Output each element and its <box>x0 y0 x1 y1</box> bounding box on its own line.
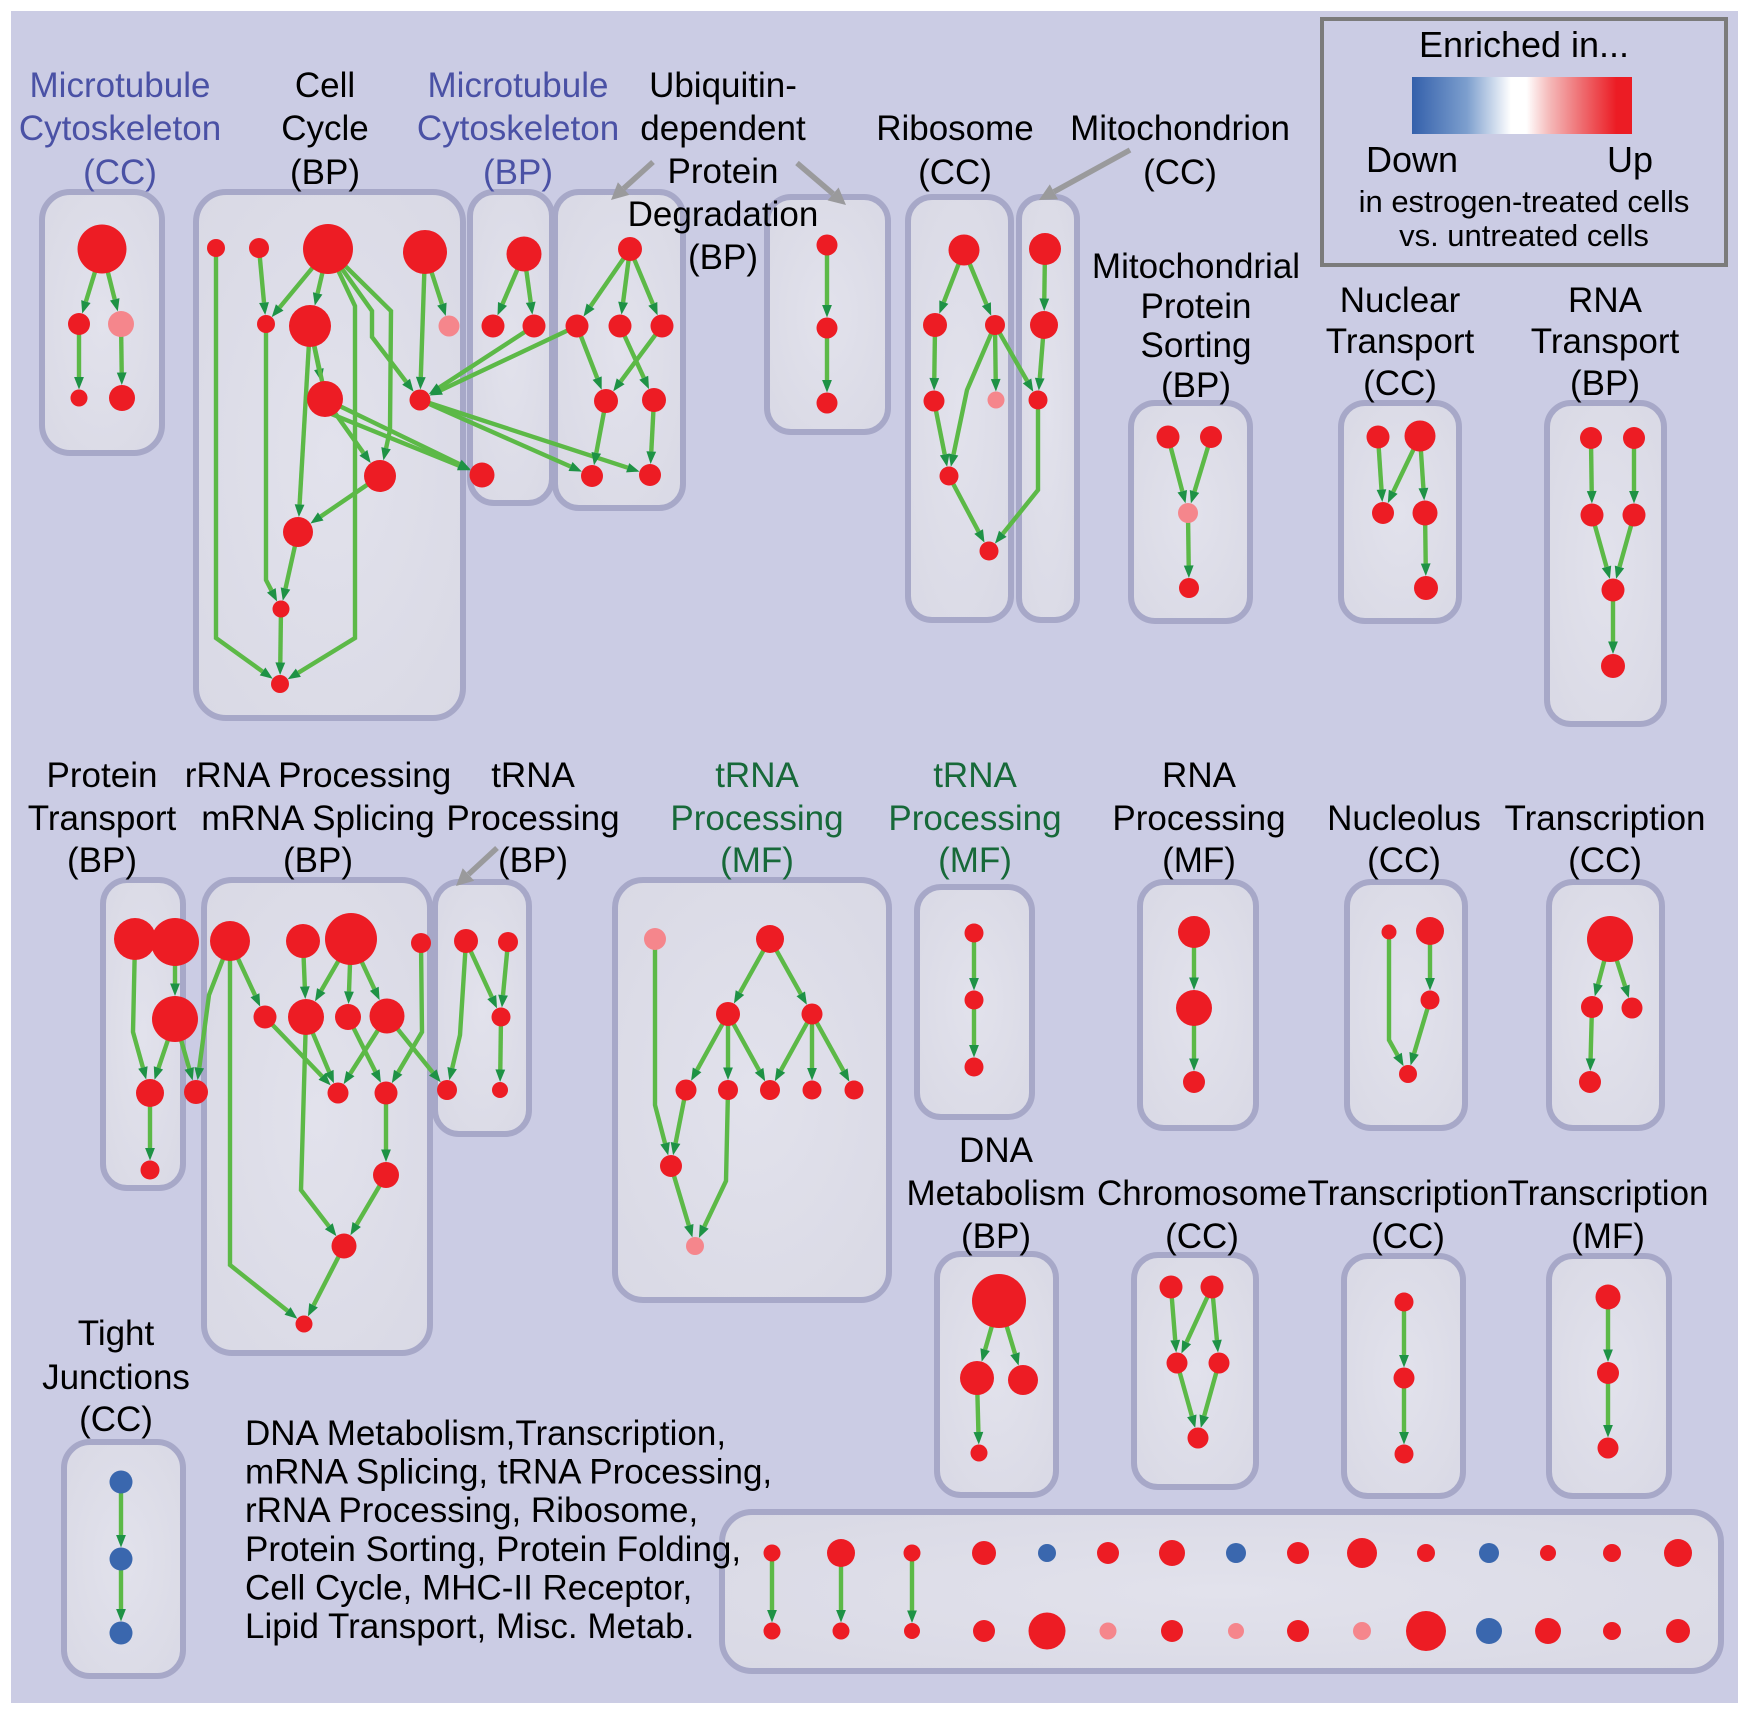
svg-text:Metabolism: Metabolism <box>907 1174 1086 1213</box>
svg-text:Transcription: Transcription <box>1308 1174 1509 1213</box>
svg-text:rRNA Processing: rRNA Processing <box>185 756 451 795</box>
svg-text:Degradation: Degradation <box>628 195 819 234</box>
svg-text:Mitochondrion: Mitochondrion <box>1070 109 1290 148</box>
svg-text:RNA: RNA <box>1162 756 1237 795</box>
svg-text:Enriched in...: Enriched in... <box>1419 24 1629 65</box>
svg-text:Protein: Protein <box>47 756 158 795</box>
svg-text:RNA: RNA <box>1568 281 1643 320</box>
svg-text:Transcription: Transcription <box>1508 1174 1709 1213</box>
svg-text:Cytoskeleton: Cytoskeleton <box>19 109 221 148</box>
svg-text:Processing: Processing <box>446 799 619 838</box>
svg-text:rRNA Processing, Ribosome,: rRNA Processing, Ribosome, <box>245 1491 698 1530</box>
svg-text:Cell Cycle, MHC-II Receptor,: Cell Cycle, MHC-II Receptor, <box>245 1568 692 1607</box>
svg-text:mRNA Splicing, tRNA Processing: mRNA Splicing, tRNA Processing, <box>245 1453 772 1492</box>
svg-text:(MF): (MF) <box>1162 841 1236 880</box>
svg-text:(CC): (CC) <box>1143 153 1217 192</box>
svg-text:Chromosome: Chromosome <box>1097 1174 1307 1213</box>
svg-text:(CC): (CC) <box>1363 364 1437 403</box>
svg-text:tRNA: tRNA <box>715 756 799 795</box>
svg-text:Microtubule: Microtubule <box>30 66 211 105</box>
svg-text:Processing: Processing <box>670 799 843 838</box>
svg-text:Processing: Processing <box>1112 799 1285 838</box>
svg-text:(BP): (BP) <box>498 841 568 880</box>
svg-text:Up: Up <box>1607 139 1653 180</box>
svg-text:in estrogen-treated cells: in estrogen-treated cells <box>1359 184 1690 219</box>
svg-text:(MF): (MF) <box>720 841 794 880</box>
svg-text:Microtubule: Microtubule <box>428 66 609 105</box>
svg-text:(CC): (CC) <box>1568 841 1642 880</box>
svg-text:Down: Down <box>1366 139 1458 180</box>
svg-text:Processing: Processing <box>888 799 1061 838</box>
svg-text:Sorting: Sorting <box>1141 326 1252 365</box>
svg-text:(CC): (CC) <box>1367 841 1441 880</box>
svg-text:(BP): (BP) <box>688 238 758 277</box>
svg-text:(CC): (CC) <box>918 153 992 192</box>
svg-text:Transport: Transport <box>1531 322 1680 361</box>
svg-text:dependent: dependent <box>640 109 806 148</box>
svg-text:(BP): (BP) <box>483 153 553 192</box>
svg-text:mRNA Splicing: mRNA Splicing <box>201 799 434 838</box>
svg-text:tRNA: tRNA <box>491 756 575 795</box>
svg-text:Protein Sorting, Protein Foldi: Protein Sorting, Protein Folding, <box>245 1530 741 1569</box>
svg-text:Lipid Transport, Misc. Metab.: Lipid Transport, Misc. Metab. <box>245 1607 694 1646</box>
svg-text:Junctions: Junctions <box>42 1358 190 1397</box>
svg-text:Transport: Transport <box>1326 322 1475 361</box>
svg-text:Nuclear: Nuclear <box>1340 281 1461 320</box>
svg-text:DNA Metabolism,Transcription,: DNA Metabolism,Transcription, <box>245 1414 726 1453</box>
svg-text:(MF): (MF) <box>1571 1217 1645 1256</box>
svg-text:(CC): (CC) <box>83 153 157 192</box>
svg-text:Cytoskeleton: Cytoskeleton <box>417 109 619 148</box>
svg-text:Cell: Cell <box>295 66 355 105</box>
svg-text:Protein: Protein <box>668 152 779 191</box>
svg-text:Protein: Protein <box>1141 287 1252 326</box>
svg-text:Nucleolus: Nucleolus <box>1327 799 1481 838</box>
svg-text:Ribosome: Ribosome <box>876 109 1034 148</box>
svg-text:(BP): (BP) <box>67 841 137 880</box>
svg-text:(BP): (BP) <box>283 841 353 880</box>
svg-text:Tight: Tight <box>78 1314 155 1353</box>
svg-text:Mitochondrial: Mitochondrial <box>1092 247 1300 286</box>
svg-text:vs. untreated cells: vs. untreated cells <box>1399 218 1649 253</box>
svg-text:Transport: Transport <box>28 799 177 838</box>
svg-text:(MF): (MF) <box>938 841 1012 880</box>
svg-text:(BP): (BP) <box>1570 364 1640 403</box>
svg-text:tRNA: tRNA <box>933 756 1017 795</box>
svg-text:(CC): (CC) <box>1165 1217 1239 1256</box>
svg-text:(BP): (BP) <box>961 1217 1031 1256</box>
svg-text:(BP): (BP) <box>1161 366 1231 405</box>
svg-text:Transcription: Transcription <box>1505 799 1706 838</box>
svg-text:(CC): (CC) <box>1371 1217 1445 1256</box>
svg-text:Cycle: Cycle <box>281 109 369 148</box>
svg-text:(BP): (BP) <box>290 153 360 192</box>
svg-text:DNA: DNA <box>959 1131 1034 1170</box>
svg-text:Ubiquitin-: Ubiquitin- <box>649 66 797 105</box>
svg-text:(CC): (CC) <box>79 1400 153 1439</box>
